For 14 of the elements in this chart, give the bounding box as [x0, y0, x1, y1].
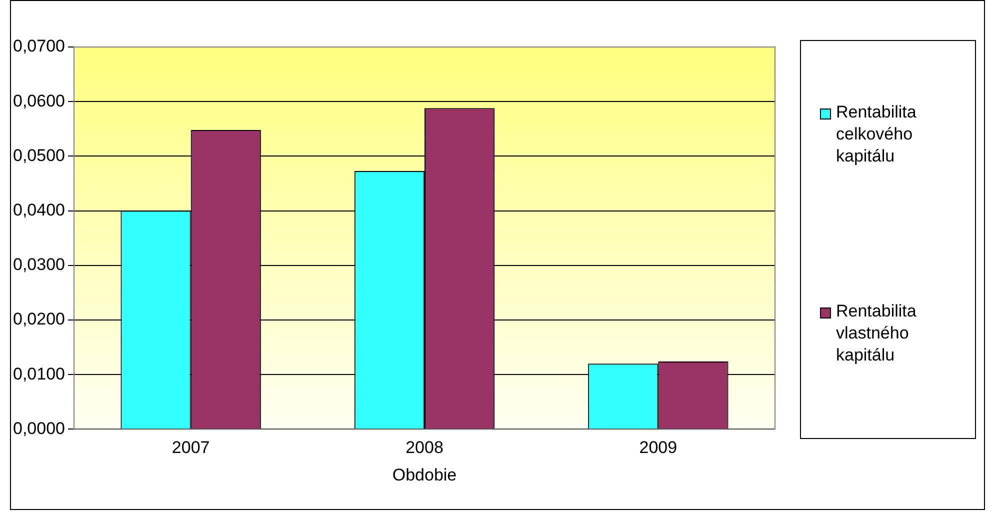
x-axis-title: Obdobie	[392, 465, 457, 484]
legend-label: Rentabilita celkového kapitálu	[836, 102, 917, 166]
y-tick-label: 0,0100	[12, 364, 65, 384]
y-tick-label: 0,0400	[12, 200, 65, 220]
legend-label: Rentabilita vlastného kapitálu	[836, 302, 917, 365]
y-tick-label: 0,0000	[12, 418, 65, 438]
x-tick-label: 2007	[172, 438, 210, 458]
y-tick-label: 0,0200	[12, 310, 65, 329]
y-tick-label: 0,0500	[12, 146, 65, 165]
y-tick-label: 0,0600	[12, 91, 65, 110]
y-tick-label: 0,0700	[12, 36, 65, 56]
y-tick-label: 0,0300	[12, 255, 65, 274]
x-tick-label: 2008	[406, 438, 444, 458]
x-tick-label: 2009	[639, 438, 678, 458]
